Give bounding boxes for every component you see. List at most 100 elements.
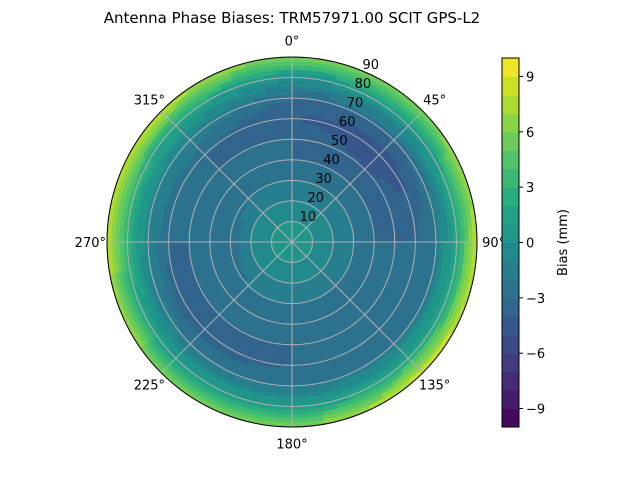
contour-cell [291, 122, 303, 128]
contour-cell [279, 101, 293, 108]
radial-tick-label: 90 [363, 58, 380, 73]
contour-cell [398, 241, 404, 252]
contour-cell [172, 241, 178, 253]
contour-cell [291, 335, 301, 341]
contour-cell [291, 315, 300, 321]
contour-cell [282, 348, 293, 354]
colorbar-band [502, 316, 519, 336]
contour-cell [287, 286, 293, 292]
contour-cell [291, 372, 305, 378]
radial-tick-label: 50 [331, 134, 348, 149]
contour-cell [291, 294, 298, 300]
contour-cell [344, 236, 350, 243]
contour-cell [291, 167, 299, 173]
contour-cell [357, 241, 363, 249]
contour-cell [402, 241, 408, 253]
colorbar-band [502, 76, 519, 96]
chart-title: Antenna Phase Biases: TRM57971.00 SCIT G… [104, 9, 480, 27]
contour-cell [285, 311, 293, 317]
contour-cell [160, 230, 166, 243]
contour-cell [201, 233, 207, 243]
colorbar-band [502, 168, 519, 188]
colorbar-tick-label: −3 [526, 292, 545, 307]
contour-cell [406, 241, 412, 253]
contour-cell [172, 231, 178, 243]
colorbar-band [502, 242, 519, 262]
contour-cell [291, 151, 301, 157]
radial-tick-label: 80 [355, 77, 372, 92]
contour-cell [291, 368, 304, 374]
contour-cell [242, 241, 248, 247]
contour-cell [283, 143, 293, 149]
contour-cell [201, 241, 207, 251]
contour-cell [213, 241, 219, 250]
contour-cell [291, 192, 297, 198]
contour-cell [340, 237, 346, 243]
contour-cell [286, 294, 293, 300]
radial-tick-label: 60 [339, 115, 356, 130]
contour-cell [398, 232, 404, 243]
contour-cell [381, 233, 387, 243]
contour-cell [385, 241, 391, 251]
contour-cell [193, 241, 199, 251]
contour-cell [279, 106, 293, 112]
radial-tick-label: 30 [315, 172, 332, 187]
contour-cell [361, 241, 367, 249]
contour-cell [291, 130, 302, 136]
contour-cell [365, 241, 371, 250]
contour-cell [291, 126, 303, 132]
colorbar-band [502, 205, 519, 225]
colorbar-band [502, 297, 519, 317]
angle-tick-label: 0° [285, 34, 300, 49]
contour-cell [197, 241, 203, 251]
colorbar-band [502, 94, 519, 114]
colorbar-band [502, 58, 519, 77]
contour-cell [156, 229, 162, 243]
contour-cell [291, 278, 296, 284]
contour-cell [234, 241, 240, 248]
contour-cell [365, 234, 371, 243]
contour-cell [291, 106, 305, 112]
colorbar-band [502, 353, 519, 373]
contour-cell [285, 307, 293, 313]
contour-cell [283, 147, 293, 153]
contour-cell [221, 241, 227, 249]
contour-cell [176, 241, 182, 253]
colorbar-label: Bias (mm) [556, 209, 571, 276]
radial-tick-label: 10 [300, 210, 317, 225]
contour-cell [377, 233, 383, 243]
contour-cell [156, 241, 162, 255]
contour-cell [291, 311, 299, 317]
colorbar-band [502, 113, 519, 133]
radial-tick-label: 20 [307, 191, 324, 206]
colorbar-tick-label: 9 [526, 70, 534, 85]
contour-cell [357, 235, 363, 243]
contour-cell [418, 241, 424, 254]
contour-cell [238, 241, 244, 247]
contour-cell [291, 356, 303, 362]
contour-cell [291, 188, 297, 194]
angle-tick-label: 270° [75, 236, 106, 251]
contour-cell [250, 241, 256, 246]
contour-cell [151, 229, 158, 243]
colorbar-band [502, 224, 519, 243]
contour-cell [234, 236, 240, 243]
contour-cell [151, 241, 158, 255]
contour-cell [197, 233, 203, 243]
contour-cell [288, 200, 293, 206]
contour-cell [285, 167, 293, 173]
colorbar-tick-label: 6 [526, 126, 534, 141]
contour-cell [282, 130, 293, 136]
angle-tick-label: 135° [419, 379, 450, 394]
contour-cell [221, 235, 227, 243]
contour-cell [291, 184, 298, 190]
contour-cell [280, 110, 293, 116]
contour-cell [283, 151, 293, 157]
polar-grid [106, 56, 478, 428]
contour-cell [291, 307, 299, 313]
contour-cell [291, 143, 301, 149]
contour-cell [344, 241, 350, 248]
contour-cell [284, 163, 293, 169]
